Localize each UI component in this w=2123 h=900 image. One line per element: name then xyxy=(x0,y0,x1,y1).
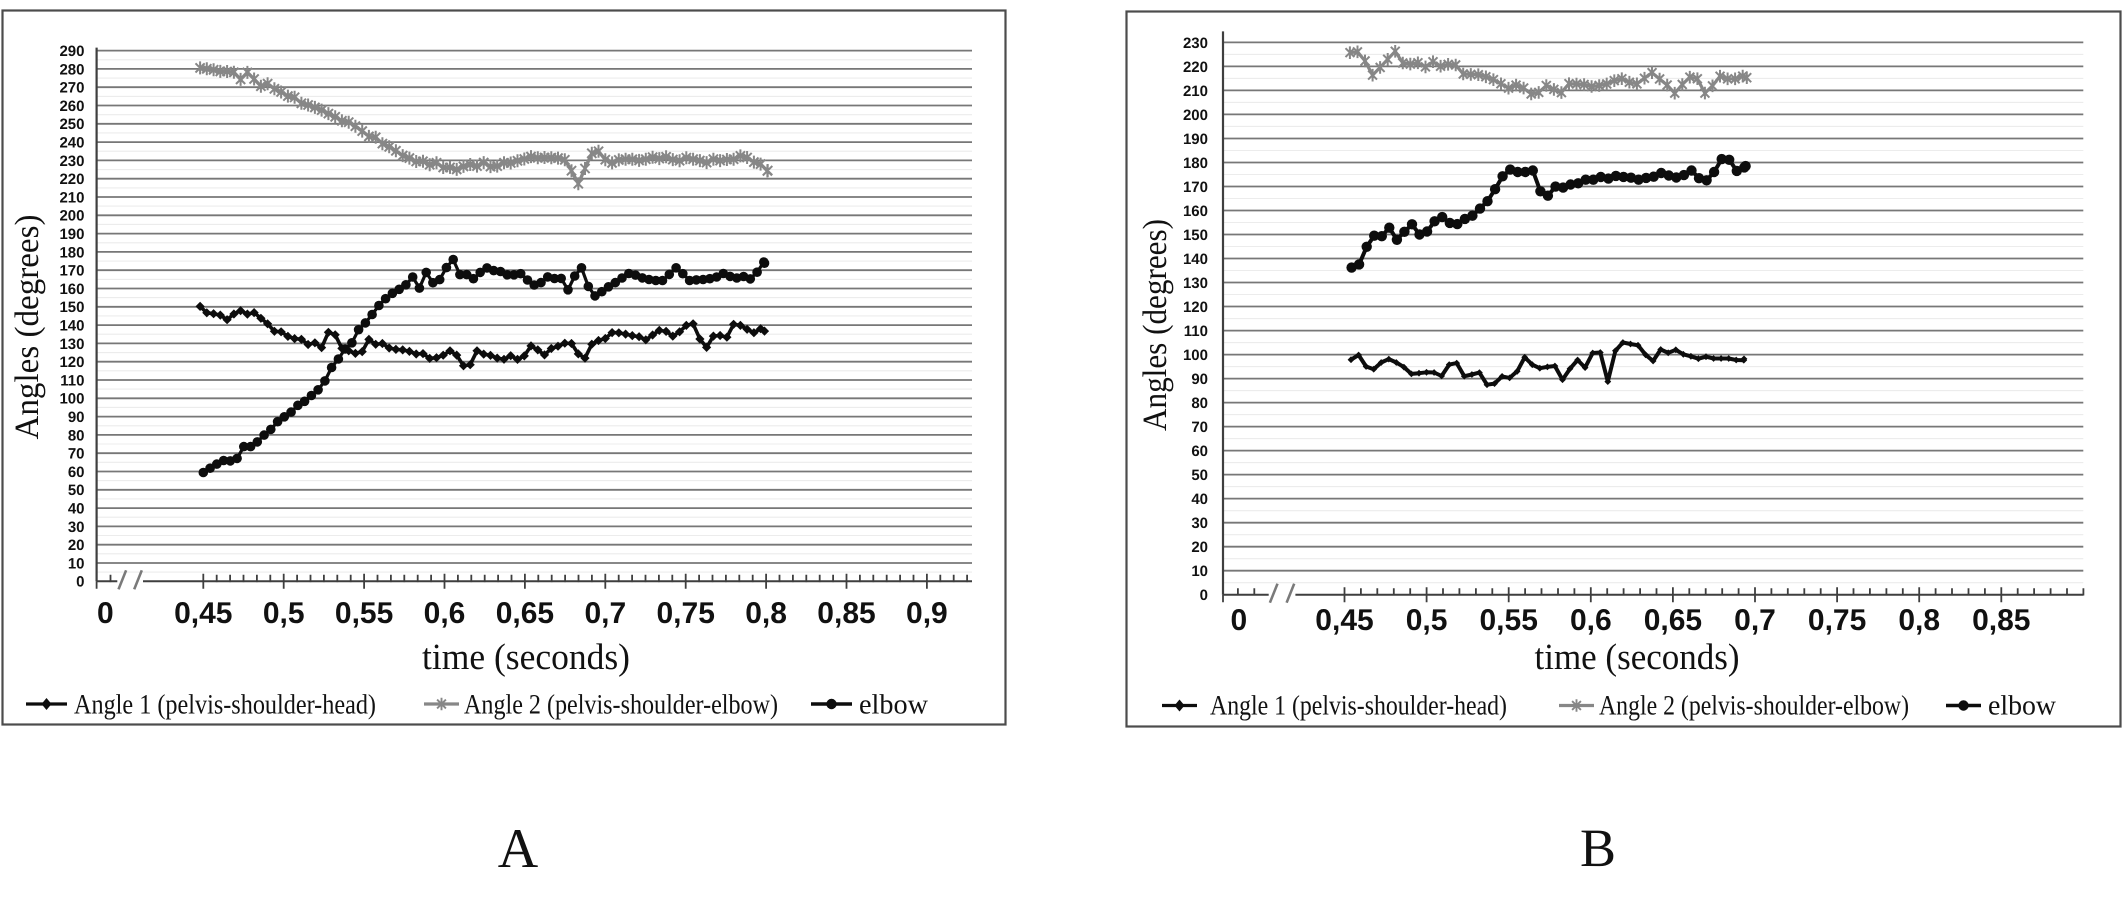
svg-text:40: 40 xyxy=(1191,491,1208,508)
svg-text:0,9: 0,9 xyxy=(906,597,948,630)
svg-text:0,65: 0,65 xyxy=(496,597,554,630)
svg-text:270: 270 xyxy=(59,80,84,97)
svg-text:290: 290 xyxy=(59,43,84,60)
svg-text:120: 120 xyxy=(1183,299,1208,316)
svg-text:Angles (degrees): Angles (degrees) xyxy=(9,215,46,440)
svg-text:50: 50 xyxy=(1191,467,1208,484)
svg-text:170: 170 xyxy=(59,263,84,280)
svg-text:0,75: 0,75 xyxy=(1808,604,1866,637)
svg-text:0,6: 0,6 xyxy=(424,597,466,630)
svg-text:elbow: elbow xyxy=(1988,691,2057,722)
svg-text:240: 240 xyxy=(59,135,84,152)
svg-text:0,5: 0,5 xyxy=(263,597,305,630)
svg-text:0,55: 0,55 xyxy=(1480,604,1538,637)
svg-text:0,85: 0,85 xyxy=(817,597,875,630)
svg-text:0,7: 0,7 xyxy=(584,597,626,630)
svg-text:180: 180 xyxy=(1183,155,1208,172)
svg-text:110: 110 xyxy=(60,372,84,389)
svg-text:time (seconds): time (seconds) xyxy=(1535,637,1740,678)
svg-text:150: 150 xyxy=(1183,227,1208,244)
svg-text:Angle 2 (pelvis-shoulder-elbow: Angle 2 (pelvis-shoulder-elbow) xyxy=(464,690,778,721)
svg-text:210: 210 xyxy=(1183,83,1208,100)
svg-text:280: 280 xyxy=(59,61,84,78)
svg-text:Angle 2 (pelvis-shoulder-elbow: Angle 2 (pelvis-shoulder-elbow) xyxy=(1599,691,1909,722)
svg-text:190: 190 xyxy=(1183,131,1208,148)
svg-text:elbow: elbow xyxy=(859,690,929,721)
svg-text:10: 10 xyxy=(1191,563,1208,580)
svg-text:0: 0 xyxy=(97,597,114,630)
svg-text:0,75: 0,75 xyxy=(657,597,715,630)
svg-text:70: 70 xyxy=(1191,419,1208,436)
svg-text:130: 130 xyxy=(1183,275,1208,292)
svg-text:250: 250 xyxy=(59,116,84,133)
svg-text:40: 40 xyxy=(68,501,85,518)
svg-text:A: A xyxy=(498,818,539,880)
svg-text:20: 20 xyxy=(68,537,85,554)
svg-text:120: 120 xyxy=(59,354,84,371)
svg-text:Angle 1 (pelvis-shoulder-head): Angle 1 (pelvis-shoulder-head) xyxy=(1210,691,1507,722)
svg-text:50: 50 xyxy=(68,482,85,499)
svg-text:0: 0 xyxy=(76,574,84,591)
svg-text:200: 200 xyxy=(1183,107,1208,124)
svg-text:150: 150 xyxy=(59,299,84,316)
svg-text:Angle 1 (pelvis-shoulder-head): Angle 1 (pelvis-shoulder-head) xyxy=(74,690,376,721)
svg-text:230: 230 xyxy=(59,153,84,170)
svg-text:80: 80 xyxy=(68,427,85,444)
svg-text:80: 80 xyxy=(1191,395,1208,412)
svg-text:0,45: 0,45 xyxy=(174,597,232,630)
svg-text:0: 0 xyxy=(1200,587,1208,604)
svg-text:0,55: 0,55 xyxy=(335,597,393,630)
svg-text:Angles (degrees): Angles (degrees) xyxy=(1137,219,1174,431)
svg-text:190: 190 xyxy=(59,226,84,243)
svg-text:10: 10 xyxy=(68,555,85,572)
svg-text:170: 170 xyxy=(1183,179,1208,196)
svg-text:220: 220 xyxy=(59,171,84,188)
svg-text:B: B xyxy=(1580,818,1616,878)
svg-text:130: 130 xyxy=(59,336,84,353)
svg-text:140: 140 xyxy=(1183,251,1208,268)
svg-text:0,6: 0,6 xyxy=(1570,604,1612,637)
svg-text:0,65: 0,65 xyxy=(1644,604,1702,637)
svg-text:90: 90 xyxy=(68,409,85,426)
svg-text:time (seconds): time (seconds) xyxy=(422,637,630,678)
svg-text:0,45: 0,45 xyxy=(1315,604,1373,637)
svg-text:90: 90 xyxy=(1191,371,1208,388)
svg-text:60: 60 xyxy=(68,464,85,481)
svg-text:260: 260 xyxy=(59,98,84,115)
svg-text:180: 180 xyxy=(59,244,84,261)
svg-text:140: 140 xyxy=(59,318,84,335)
svg-text:210: 210 xyxy=(59,189,84,206)
svg-text:0,5: 0,5 xyxy=(1406,604,1448,637)
svg-text:230: 230 xyxy=(1183,35,1208,52)
svg-text:70: 70 xyxy=(68,446,85,463)
svg-text:20: 20 xyxy=(1191,539,1208,556)
svg-text:160: 160 xyxy=(1183,203,1208,220)
svg-text:60: 60 xyxy=(1191,443,1208,460)
svg-text:200: 200 xyxy=(59,208,84,225)
svg-text:220: 220 xyxy=(1183,59,1208,76)
svg-text:0,7: 0,7 xyxy=(1734,604,1776,637)
svg-text:0,85: 0,85 xyxy=(1972,604,2030,637)
svg-text:110: 110 xyxy=(1184,323,1208,340)
svg-text:100: 100 xyxy=(59,391,84,408)
svg-text:30: 30 xyxy=(1191,515,1208,532)
svg-text:100: 100 xyxy=(1183,347,1208,364)
svg-text:0,8: 0,8 xyxy=(1898,604,1940,637)
svg-text:30: 30 xyxy=(68,519,85,536)
svg-text:0: 0 xyxy=(1230,604,1247,637)
svg-text:160: 160 xyxy=(59,281,84,298)
svg-text:0,8: 0,8 xyxy=(745,597,787,630)
